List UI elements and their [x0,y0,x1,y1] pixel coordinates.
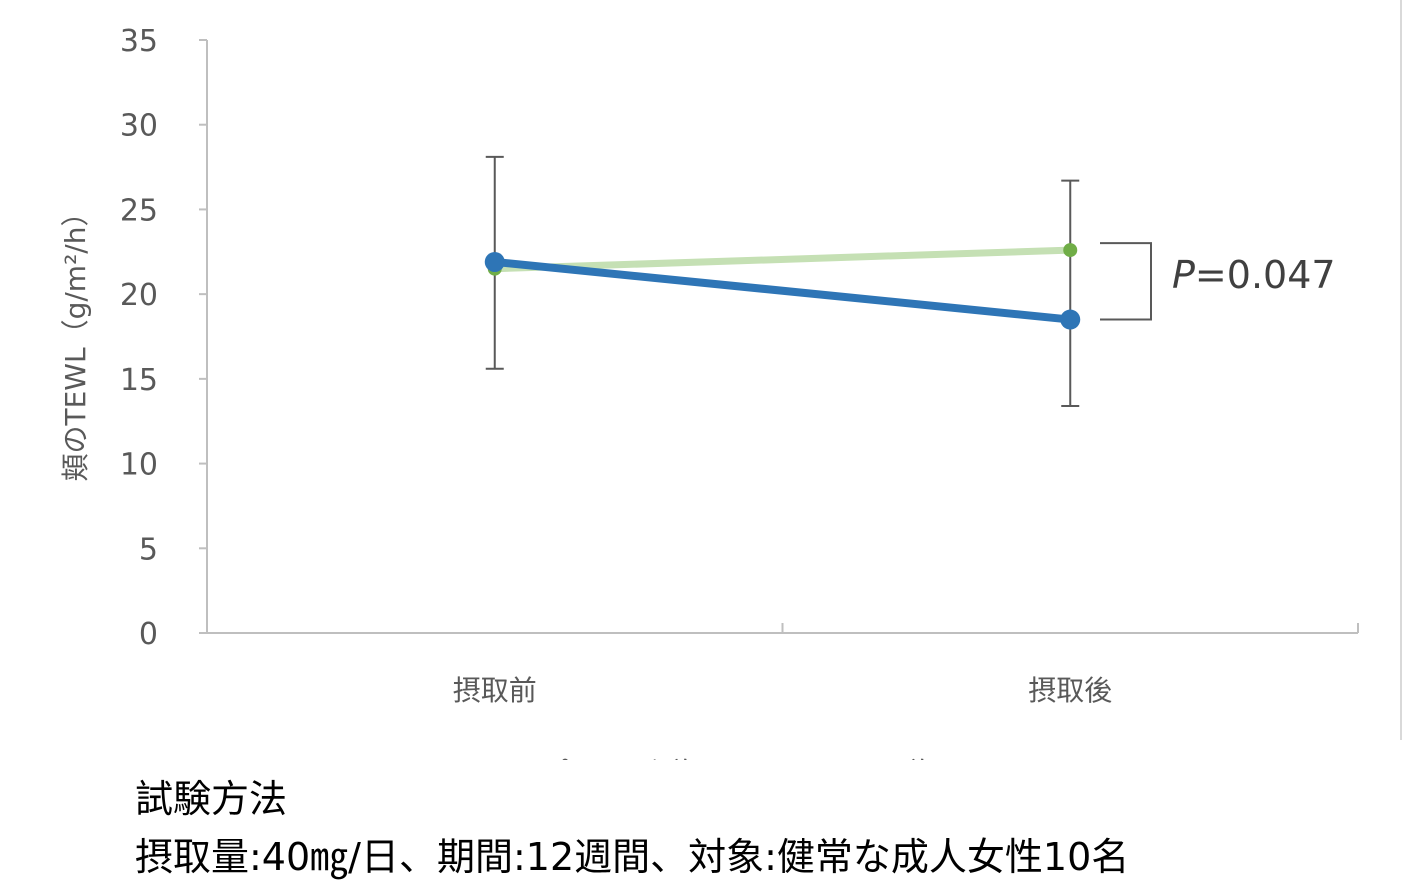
series-line [491,246,1074,273]
data-point [484,251,505,272]
chart-frame-edge [1400,0,1402,740]
y-tick-label: 0 [139,617,158,652]
y-tick-labels: 0 5 10 15 20 25 30 35 [120,24,158,652]
p-value-annotation: P=0.047 [1172,253,1336,297]
p-value-text: =0.047 [1195,253,1336,297]
y-tick-label: 20 [120,278,158,313]
series-line [490,257,1075,324]
data-point [1060,309,1081,330]
method-detail: 摂取量:40㎎/日、期間:12週間、対象:健常な成人女性10名 [135,835,1130,879]
y-tick-label: 25 [120,193,158,228]
chart: 0 5 10 15 20 25 30 35 摂取前 摂取後 頬のTEWL（g/m²/h） P=0… [59,24,1359,760]
legend-label: EC-12群 [807,757,926,760]
method-title: 試験方法 [135,777,288,821]
error-bars [485,155,1080,407]
significance-bracket [1100,242,1152,321]
x-tick-label: 摂取前 [453,674,537,707]
y-tick-label: 35 [120,24,158,59]
legend: プラセボ群 EC-12群 [539,757,926,760]
chart-axes [199,39,1359,634]
y-tick-label: 10 [120,448,158,483]
series-lines [484,243,1081,330]
x-tick-labels: 摂取前 摂取後 [453,674,1113,707]
p-value-prefix: P [1172,253,1195,297]
y-axis-label: 頬のTEWL（g/m²/h） [59,199,92,482]
bracket-line [1100,242,1152,321]
data-point [1063,243,1078,258]
y-tick-label: 15 [120,363,158,398]
x-tick-label: 摂取後 [1028,674,1112,707]
y-tick-label: 5 [139,532,158,567]
legend-label: プラセボ群 [539,757,689,760]
y-tick-label: 30 [120,109,158,144]
